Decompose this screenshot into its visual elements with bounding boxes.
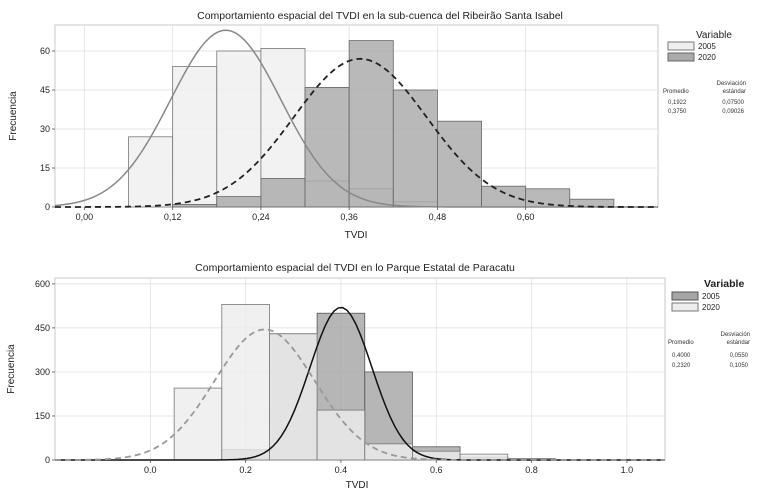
bar-2-2020-3: [316, 409, 366, 461]
legend-entry-2-2005: 2005: [702, 292, 720, 301]
stats-mean-2-2005: 0,4000: [672, 353, 691, 359]
bar-2-2020-0: [173, 387, 223, 461]
chart-panel-1: Comportamiento espacial del TVDI en la s…: [8, 10, 746, 241]
stats-header-2b: estándar: [727, 340, 750, 346]
legend-entry-2-2020: 2020: [702, 303, 720, 312]
legend-swatch-1-2020: [667, 52, 695, 62]
normal-curve-1-2020: [54, 57, 658, 208]
x-tick-label-2-1: 0.2: [239, 465, 252, 475]
y-tick-label-1-1: 15: [40, 163, 50, 173]
x-tick-label-1-1: 0,12: [164, 212, 182, 222]
y-axis-label-2: Frecuencia: [6, 344, 17, 394]
y-axis-label-1: Frecuencia: [8, 91, 19, 141]
bars-1: [128, 40, 615, 208]
bar-1-2005-1: [172, 66, 218, 208]
normal-curve-1-2005: [54, 29, 658, 208]
y-ticks-1: 0 15 30 45 60: [40, 46, 55, 212]
x-axis-label-1: TVDI: [345, 230, 368, 241]
curves-1: [54, 29, 658, 208]
legend-1: Variable 2005 2020 Desviación Promedio e…: [663, 30, 746, 115]
chart-panel-2: Comportamiento espacial del TVDI en lo P…: [6, 262, 750, 491]
x-tick-label-2-5: 1.0: [621, 465, 634, 475]
x-tick-label-1-0: 0,00: [76, 212, 94, 222]
x-axis-label-2: TVDI: [346, 480, 369, 491]
x-tick-label-1-4: 0,48: [429, 212, 447, 222]
x-tick-label-1-2: 0,24: [252, 212, 270, 222]
bar-1-2005-2: [216, 50, 262, 208]
legend-swatch-1-2005: [667, 41, 695, 51]
y-tick-label-1-3: 45: [40, 85, 50, 95]
stats-col-mean-1: Promedio: [663, 89, 689, 95]
legend-2: Variable 2005 2020 Desviación Promedio e…: [668, 278, 750, 369]
bar-1-2020-1: [172, 203, 218, 208]
chart-title-2: Comportamiento espacial del TVDI en lo P…: [195, 262, 515, 274]
y-tick-label-1-4: 60: [40, 46, 50, 56]
stats-sd-2-2005: 0,0550: [730, 353, 749, 359]
stats-header-2a: Desviación: [721, 332, 750, 338]
legend-entry-1-2005: 2005: [698, 42, 716, 51]
legend-swatch-2-2020: [671, 302, 699, 312]
curves-2: [54, 306, 665, 461]
stats-mean-1-2005: 0,1922: [668, 100, 687, 106]
bar-2-2020-1: [221, 304, 270, 461]
legend-title-1: Variable: [696, 30, 732, 41]
x-tick-label-2-2: 0.4: [335, 465, 348, 475]
bar-1-2020-8: [481, 185, 527, 208]
bar-1-2020-3: [260, 177, 306, 208]
x-tick-label-1-3: 0,36: [340, 212, 358, 222]
legend-entry-1-2020: 2020: [698, 53, 716, 62]
bar-1-2020-9: [525, 188, 571, 208]
stats-header-1b: estándar: [723, 89, 746, 95]
y-tick-label-2-4: 600: [35, 279, 50, 289]
y-tick-label-2-1: 150: [35, 411, 50, 421]
chart-title-1: Comportamiento espacial del TVDI en la s…: [197, 10, 563, 22]
y-tick-label-2-3: 450: [35, 323, 50, 333]
bar-2-2020-2: [269, 333, 318, 461]
y-tick-label-1-0: 0: [45, 202, 50, 212]
legend-swatch-2-2005: [671, 291, 699, 301]
y-tick-label-2-2: 300: [35, 367, 50, 377]
bars-2: [173, 304, 556, 461]
legend-title-2: Variable: [704, 278, 744, 290]
stats-sd-1-2020: 0,09026: [722, 109, 744, 115]
stats-sd-1-2005: 0,07500: [722, 100, 744, 106]
x-tick-label-2-3: 0.6: [430, 465, 443, 475]
bar-1-2020-2: [216, 196, 262, 208]
stats-mean-1-2020: 0,3750: [668, 109, 687, 115]
x-ticks-2: 0.0 0.2 0.4 0.6 0.8 1.0: [144, 460, 633, 475]
bar-1-2020-5: [348, 40, 394, 208]
x-ticks-1: 0,00 0,12 0,24 0,36 0,48 0,60: [76, 207, 535, 222]
x-tick-label-2-0: 0.0: [144, 465, 157, 475]
normal-curve-2-2020: [54, 328, 665, 461]
y-tick-label-1-2: 30: [40, 124, 50, 134]
x-tick-label-2-4: 0.8: [525, 465, 538, 475]
y-tick-label-2-0: 0: [45, 455, 50, 465]
stats-header-1a: Desviación: [717, 81, 746, 87]
stats-sd-2-2020: 0,1050: [730, 363, 749, 369]
bar-1-2005-0: [128, 136, 174, 208]
x-tick-label-1-5: 0,60: [517, 212, 535, 222]
stats-mean-2-2020: 0,2320: [672, 363, 691, 369]
stats-col-mean-2: Promedio: [668, 340, 694, 346]
bar-1-2020-6: [392, 89, 438, 208]
bar-1-2020-7: [436, 120, 482, 208]
y-ticks-2: 0 150 300 450 600: [35, 279, 55, 465]
